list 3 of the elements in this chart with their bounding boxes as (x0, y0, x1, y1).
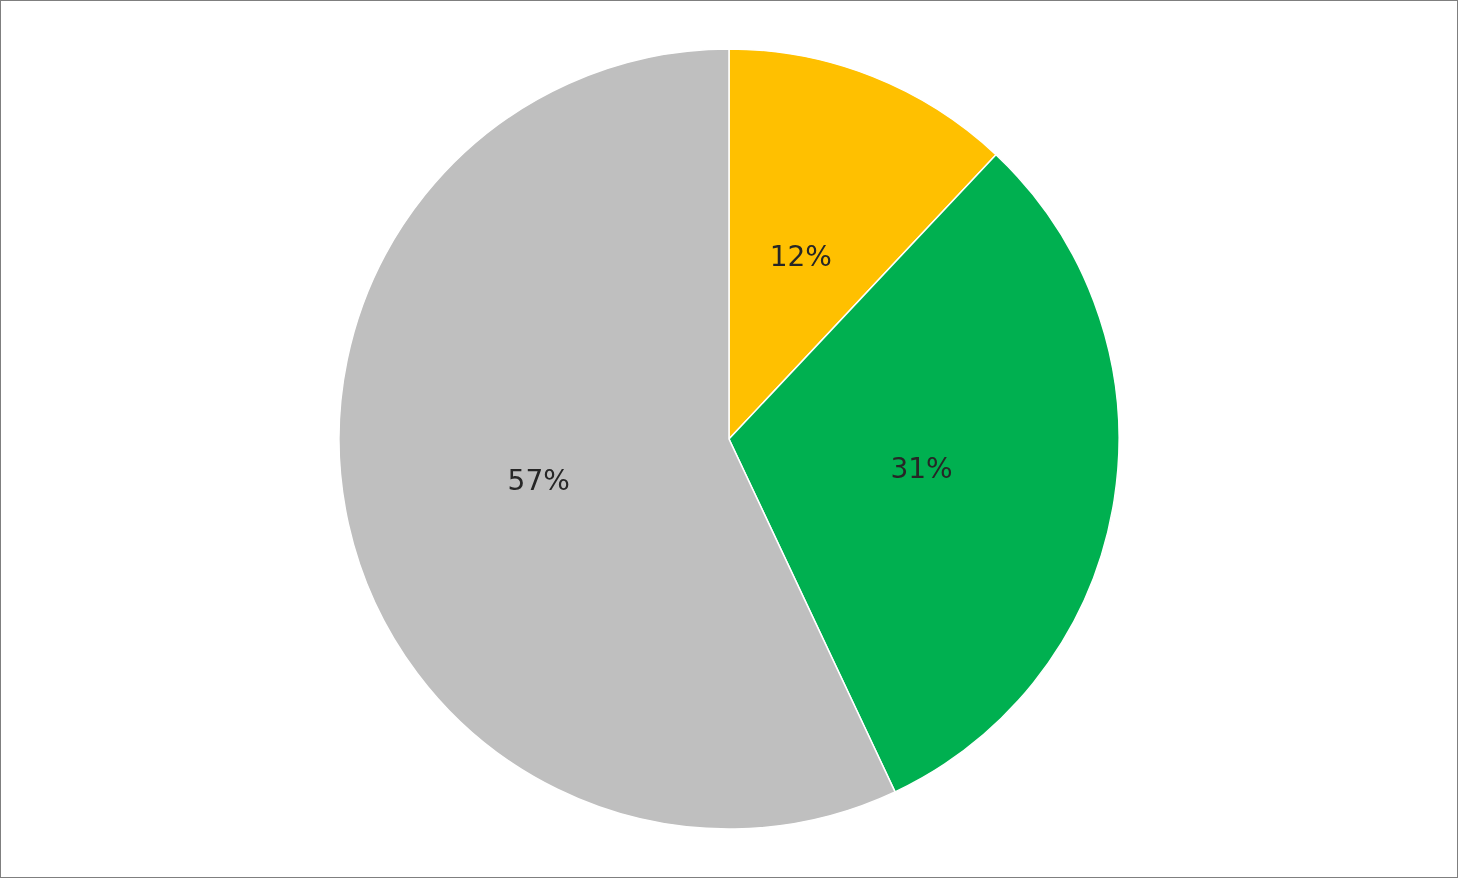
data-label: 57% (507, 463, 570, 497)
data-label: 12% (769, 239, 832, 273)
data-label: 31% (890, 451, 953, 485)
